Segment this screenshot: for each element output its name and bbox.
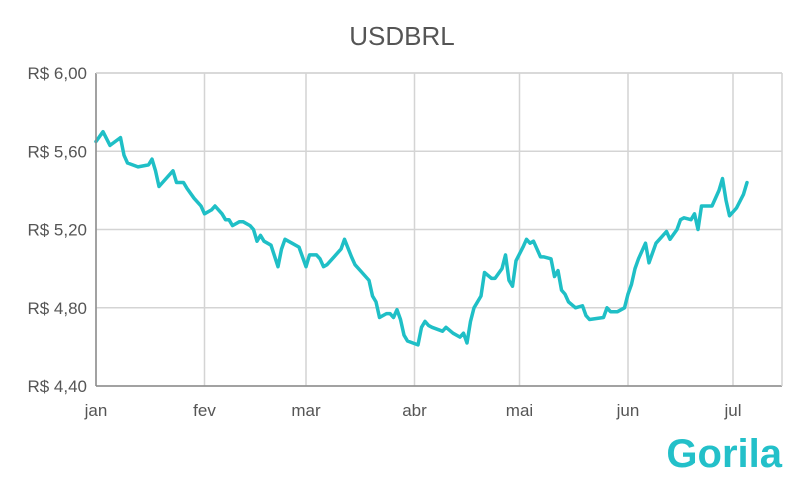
x-tick-label: jun [616, 401, 640, 420]
series-line-usdbrl [94, 129, 749, 347]
x-tick-label: jan [84, 401, 108, 420]
chart-title: USDBRL [349, 21, 454, 51]
x-tick-label: mai [506, 401, 533, 420]
x-tick-label: jul [723, 401, 741, 420]
x-axis-ticks: jan fev mar abr mai jun jul [84, 401, 742, 420]
x-tick-label: abr [402, 401, 427, 420]
y-tick-label: R$ 4,80 [27, 299, 87, 318]
x-tick-label: fev [193, 401, 216, 420]
plot-frame [95, 72, 783, 387]
y-tick-label: R$ 6,00 [27, 64, 87, 83]
gorila-logo: Gorila [666, 432, 782, 476]
y-tick-label: R$ 5,60 [27, 142, 87, 161]
y-tick-label: R$ 5,20 [27, 221, 87, 240]
grid-lines [95, 72, 782, 387]
x-tick-label: mar [291, 401, 321, 420]
y-axis-ticks: R$ 4,40 R$ 4,80 R$ 5,20 R$ 5,60 R$ 6,00 [27, 64, 87, 396]
y-tick-label: R$ 4,40 [27, 377, 87, 396]
